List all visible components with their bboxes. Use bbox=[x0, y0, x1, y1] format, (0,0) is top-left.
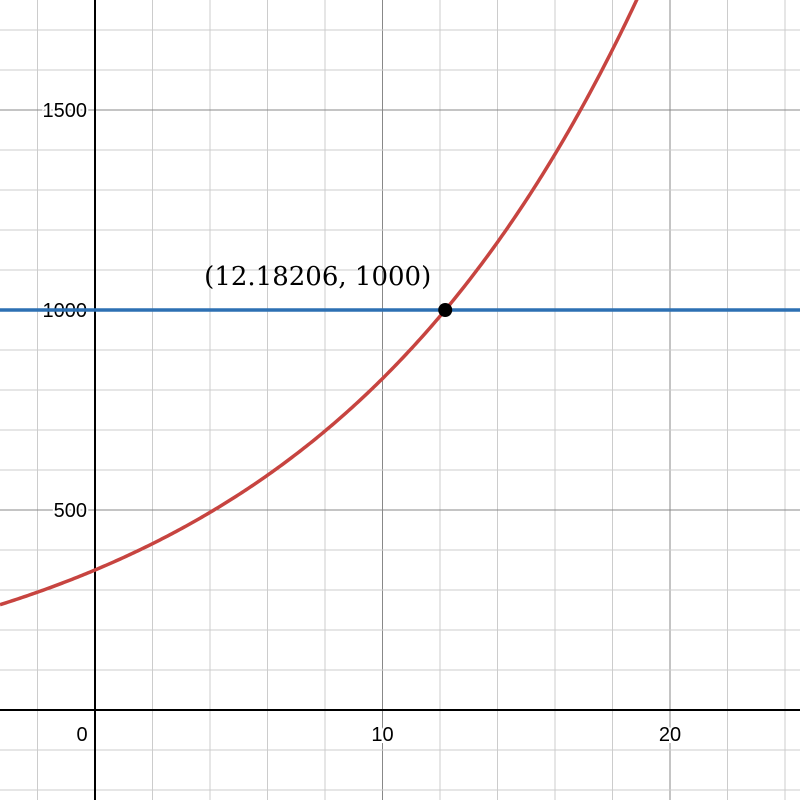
intersection-point bbox=[438, 303, 453, 317]
x-tick-label: 20 bbox=[659, 724, 681, 746]
y-tick-label: 500 bbox=[54, 500, 87, 522]
x-tick-label: 10 bbox=[371, 724, 393, 746]
exponential-curve-series bbox=[0, 0, 639, 607]
x-tick-label: 0 bbox=[76, 724, 87, 746]
y-tick-label: 1500 bbox=[43, 100, 88, 122]
point-label: (12.18206, 1000) bbox=[204, 262, 431, 292]
